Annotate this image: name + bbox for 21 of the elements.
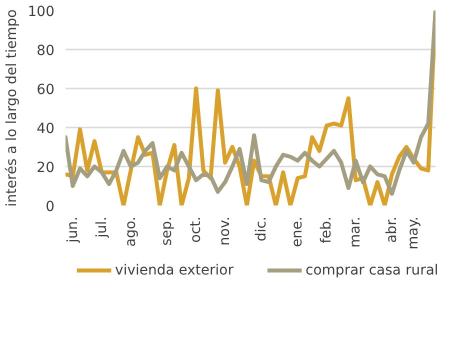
- legend-label: vivienda exterior: [115, 262, 234, 278]
- x-tick-label: abr.: [384, 216, 400, 243]
- x-tick-label: oct.: [188, 216, 204, 243]
- x-tick-label: nov.: [217, 216, 234, 246]
- x-tick-label: jun.: [64, 216, 81, 244]
- y-axis-title: interés a lo largo del tiempo: [4, 9, 20, 207]
- x-tick-label: dic.: [253, 216, 270, 242]
- y-tick-label: 20: [36, 160, 55, 176]
- y-tick-label: 80: [36, 43, 55, 59]
- y-tick-label: 100: [28, 4, 55, 20]
- x-tick-label: feb.: [318, 216, 335, 244]
- x-tick-label: ene.: [290, 216, 306, 248]
- y-tick-label: 40: [36, 121, 55, 137]
- x-tick-label: sep.: [159, 216, 176, 246]
- legend-label: comprar casa rural: [306, 262, 438, 278]
- x-tick-label: ago.: [122, 216, 139, 247]
- y-tick-label: 0: [46, 199, 55, 215]
- x-tick-label: jul.: [94, 216, 110, 239]
- x-tick-label: mar.: [348, 216, 364, 248]
- x-tick-label: may.: [406, 216, 422, 250]
- y-tick-label: 60: [36, 82, 55, 98]
